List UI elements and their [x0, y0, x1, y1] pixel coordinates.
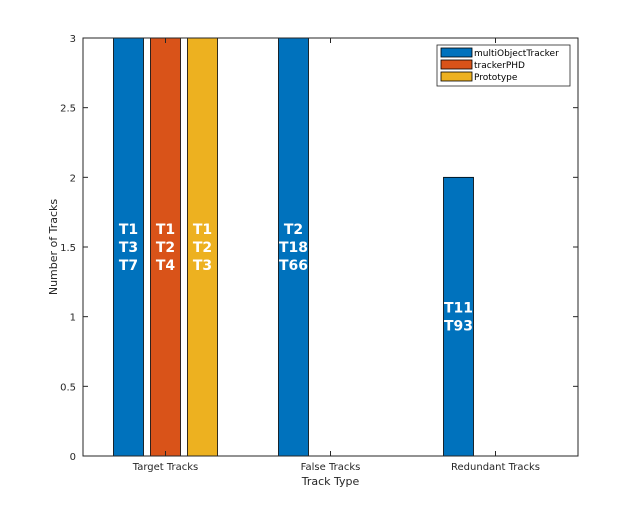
legend-swatch — [440, 71, 473, 82]
bar-label: T1 — [156, 222, 175, 238]
bar-label: T2 — [193, 240, 212, 256]
y-axis-label: Number of Tracks — [47, 199, 60, 296]
bar-label: T18 — [279, 240, 308, 256]
bar-label: T1 — [119, 222, 138, 238]
bar-label: T93 — [444, 319, 473, 335]
legend-swatch — [440, 59, 473, 70]
legend: multiObjectTracker trackerPHD Prototype — [436, 44, 571, 87]
bar-label: T11 — [444, 301, 473, 317]
bar-label: T3 — [193, 258, 212, 274]
bar-label: T2 — [156, 240, 175, 256]
bar-multiObjectTracker-2 — [443, 176, 474, 457]
x-axis-label: Track Type — [301, 475, 360, 488]
x-tick-label: Redundant Tracks — [451, 462, 540, 473]
y-tick-label: 1.5 — [60, 243, 76, 254]
legend-label: Prototype — [474, 73, 518, 83]
y-tick-label: 1 — [70, 313, 76, 324]
bar-label: T2 — [284, 222, 303, 238]
legend-swatch — [440, 47, 473, 58]
y-tick-label: 0.5 — [60, 382, 76, 393]
bar-label: T3 — [119, 240, 138, 256]
bar-label: T4 — [156, 258, 176, 274]
bar-label: T66 — [279, 258, 308, 274]
legend-label: multiObjectTracker — [474, 49, 559, 59]
x-tick-label: False Tracks — [301, 462, 361, 473]
bar-label: T1 — [193, 222, 212, 238]
y-tick-label: 2.5 — [60, 104, 76, 115]
legend-label: trackerPHD — [474, 61, 525, 71]
bar-label: T7 — [119, 258, 138, 274]
y-tick-label: 3 — [70, 34, 76, 45]
y-tick-label: 0 — [70, 452, 76, 463]
bar-multiObjectTracker-0 — [113, 37, 144, 457]
y-tick-label: 2 — [70, 173, 76, 184]
x-tick-label: Target Tracks — [132, 462, 199, 473]
